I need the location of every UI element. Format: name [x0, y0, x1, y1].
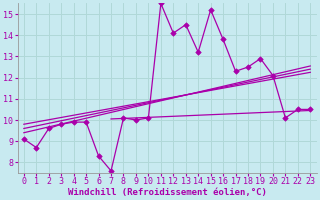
- X-axis label: Windchill (Refroidissement éolien,°C): Windchill (Refroidissement éolien,°C): [68, 188, 267, 197]
